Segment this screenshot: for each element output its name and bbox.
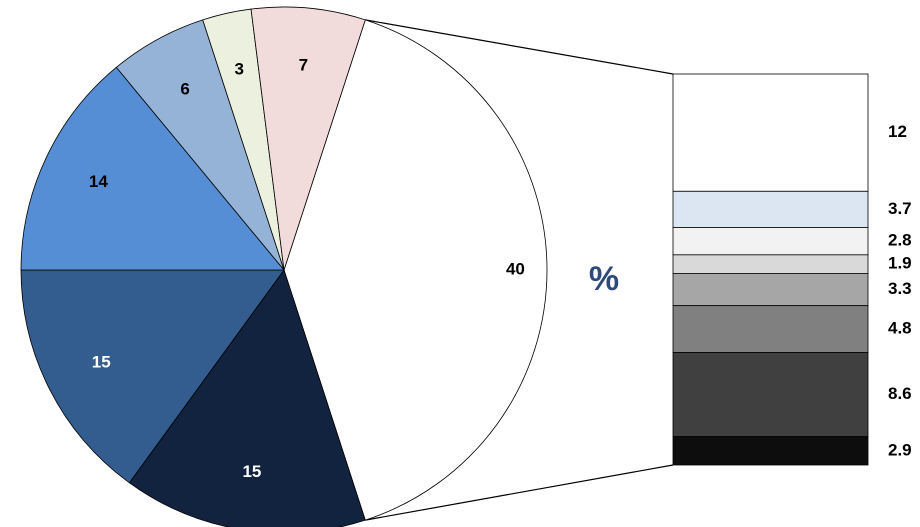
- stacked-bar: [672, 73, 869, 466]
- pie-slice: [250, 6, 366, 271]
- pie-data-label: 6: [180, 80, 189, 99]
- pie-labels: 40 15 15 14 6 3 7: [89, 55, 525, 481]
- bar-data-label: 3.7: [888, 199, 912, 218]
- bar-data-label: 2.9: [888, 440, 912, 459]
- bar-segment: [672, 73, 869, 192]
- pie-data-label: 3: [235, 59, 244, 78]
- pie-slices: [20, 6, 548, 527]
- pie-slice: [20, 66, 285, 271]
- unit-label: %: [589, 260, 619, 298]
- connector-lines: [365, 19, 674, 521]
- bar-data-label: 4.8: [888, 319, 912, 338]
- bar-segment: [672, 273, 869, 307]
- connector-line-bottom: [365, 464, 674, 521]
- pie-data-label: 15: [242, 462, 261, 481]
- pie-data-label: 40: [506, 259, 525, 278]
- pie-data-label: 14: [89, 172, 108, 191]
- bar-labels: 12 3.7 2.8 1.9 3.3 4.8 8.6 2.9: [888, 122, 912, 459]
- bar-segment: [672, 190, 869, 228]
- bar-segment: [672, 436, 869, 466]
- connector-line-top: [365, 19, 674, 75]
- bar-data-label: 1.9: [888, 254, 912, 273]
- bar-data-label: 8.6: [888, 384, 912, 403]
- bar-data-label: 12: [888, 122, 907, 141]
- bar-segment: [672, 352, 869, 438]
- bar-segment: [672, 305, 869, 353]
- pie-data-label: 15: [92, 353, 111, 372]
- bar-segment: [672, 254, 869, 274]
- pie-slice: [128, 269, 366, 527]
- bar-data-label: 2.8: [888, 231, 912, 250]
- pie-slice: [20, 269, 285, 484]
- pie-slice: [283, 19, 548, 521]
- bar-data-label: 3.3: [888, 279, 912, 298]
- pie-data-label: 7: [299, 55, 308, 74]
- bar-segment: [672, 227, 869, 256]
